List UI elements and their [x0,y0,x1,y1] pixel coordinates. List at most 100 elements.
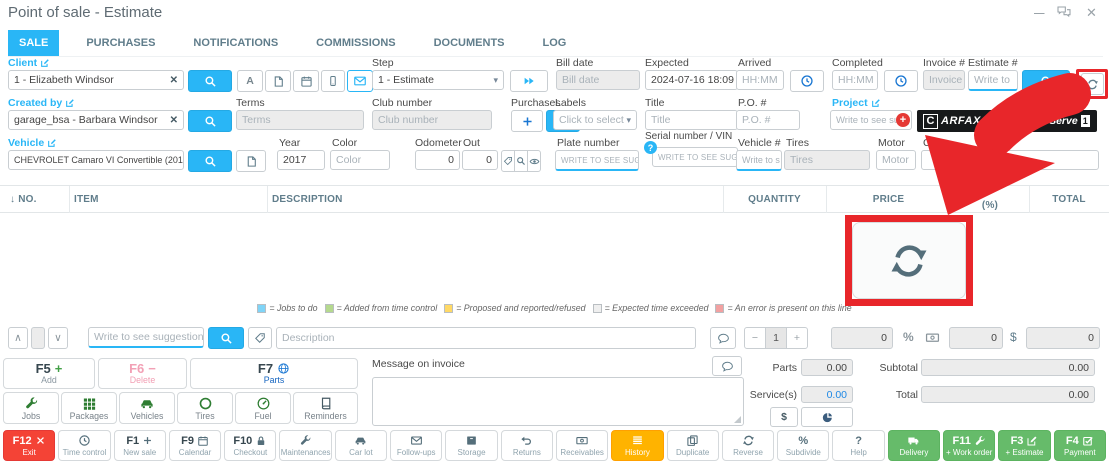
item-search-button[interactable] [208,327,244,349]
vehicle-search-button[interactable] [188,150,232,172]
payment-button[interactable]: F4 Payment [1053,430,1106,461]
money-icon[interactable] [924,330,941,345]
out-input[interactable]: 0 [462,150,498,170]
tab-commissions[interactable]: COMMISSIONS [316,37,396,49]
jobs-button[interactable]: Jobs [3,392,59,424]
completed-input[interactable]: HH:MM [832,70,878,90]
tab-log[interactable]: LOG [542,37,567,49]
vehicle-input[interactable]: CHEVROLET Camaro VI Convertible (2017)✕ [8,150,184,170]
history-button[interactable]: History [611,430,664,461]
column-no[interactable]: ↓ NO. [10,194,37,205]
arrived-input[interactable]: HH:MM [736,70,784,90]
search-key-icon[interactable] [514,150,528,172]
parts-button[interactable]: F7 Parts [190,358,358,389]
purchases-add-icon[interactable] [511,110,543,132]
work-order-button[interactable]: F11 + Work order [943,430,996,461]
client-calendar-icon[interactable] [293,70,319,92]
tab-sale[interactable]: SALE [8,30,60,56]
item-description-input[interactable]: Description [276,327,696,349]
tag-icon[interactable] [501,150,515,172]
new-estimate-button[interactable]: F3 + Estimate [998,430,1051,461]
labels-select[interactable]: Click to select ▾ [553,110,637,130]
invoice-message-textarea[interactable] [372,377,744,426]
follow-ups-button[interactable]: Follow-ups [390,430,443,461]
client-input[interactable]: 1 - Elizabeth Windsor ✕ [8,70,184,90]
duplicate-button[interactable]: Duplicate [666,430,719,461]
discount-input[interactable]: 0 [949,327,1003,349]
project-input[interactable]: Write to see sugg [830,110,912,130]
receivables-button[interactable]: Receivables [555,430,609,461]
next-step-button[interactable] [510,70,548,92]
client-name-icon[interactable]: A [237,70,263,92]
client-email-icon[interactable] [347,70,373,92]
step-select[interactable]: 1 - Estimate ▾ [372,70,504,90]
vehicle-note-icon[interactable] [236,150,266,172]
exit-button[interactable]: F12 Exit [3,430,56,461]
invoice-number-input[interactable]: Invoice # [923,70,965,90]
move-down-button[interactable]: ∨ [48,327,68,349]
terms-input[interactable]: Terms [236,110,364,130]
client-search-button[interactable] [188,70,232,92]
item-search-input[interactable]: Write to see suggestions [88,327,204,348]
completed-clock-icon[interactable] [884,70,918,92]
created-by-input[interactable]: garage_bsa - Barbara Windsor ✕ [8,110,184,130]
client-note-icon[interactable] [265,70,291,92]
tires-input[interactable]: Tires [784,150,870,170]
calendar-button[interactable]: F9 Calendar [168,430,222,461]
quantity-minus-button[interactable]: − [751,332,759,344]
quantity-value[interactable]: 1 [765,328,787,348]
cylinder-input[interactable] [921,150,1099,170]
time-control-button[interactable]: Time control [58,430,111,461]
column-total[interactable]: TOTAL [1052,194,1086,205]
column-description[interactable]: DESCRIPTION [272,194,343,205]
chat-icon[interactable] [1056,4,1072,20]
invoice-message-comment-icon[interactable] [712,356,742,376]
project-add-icon[interactable]: + [896,113,910,127]
resize-handle[interactable] [734,416,741,423]
po-number-input[interactable]: P.O. # [736,110,800,130]
arrived-clock-icon[interactable] [790,70,824,92]
year-input[interactable]: 2017 [277,150,325,170]
delete-button[interactable]: F6− Delete [98,358,187,389]
column-item[interactable]: ITEM [74,194,99,205]
help-button[interactable]: ? Help [832,430,885,461]
column-discount[interactable]: (%) [981,200,999,211]
quantity-plus-button[interactable]: + [793,332,801,344]
bill-date-input[interactable]: Bill date [556,70,640,90]
club-number-input[interactable]: Club number [372,110,492,130]
packages-button[interactable]: Packages [61,392,117,424]
item-comment-icon[interactable] [710,327,736,349]
color-input[interactable]: Color [330,150,390,170]
vehicles-button[interactable]: Vehicles [119,392,175,424]
estimate-search-button[interactable] [1022,70,1070,92]
clear-icon[interactable]: ✕ [169,74,178,86]
item-tag-icon[interactable] [248,327,272,349]
odometer-input[interactable]: 0 [415,150,460,170]
fuel-button[interactable]: Fuel [235,392,291,424]
close-icon[interactable]: ✕ [1086,5,1097,20]
client-phone-icon[interactable] [321,70,345,92]
title-input[interactable]: Title [645,110,738,130]
vehicle-number-input[interactable]: Write to s [736,150,782,171]
vin-input[interactable]: WRITE TO SEE SUGGI [652,147,738,167]
currency-button[interactable]: $ [770,407,798,427]
price-input[interactable]: 0 [831,327,893,349]
magnified-refresh-button[interactable] [852,222,966,299]
add-button[interactable]: F5 + Add [3,358,95,389]
column-quantity[interactable]: QUANTITY [748,194,801,205]
line-total-input[interactable]: 0 [1026,327,1100,349]
pie-chart-icon[interactable] [801,407,853,427]
tires-button[interactable]: Tires [177,392,233,424]
move-up-button[interactable]: ∧ [8,327,28,349]
delivery-button[interactable]: Delivery [887,430,941,461]
tab-purchases[interactable]: PURCHASES [86,37,156,49]
checkout-button[interactable]: F10 Checkout [224,430,277,461]
storage-button[interactable]: Storage [445,430,498,461]
car-lot-button[interactable]: Car lot [334,430,388,461]
minimize-button[interactable]: — [1034,7,1045,19]
tab-documents[interactable]: DOCUMENTS [433,37,505,49]
tab-notifications[interactable]: NOTIFICATIONS [193,37,279,49]
maintenances-button[interactable]: Maintenances [279,430,332,461]
new-sale-button[interactable]: F1 New sale [113,430,166,461]
percent-icon[interactable]: % [903,330,914,344]
